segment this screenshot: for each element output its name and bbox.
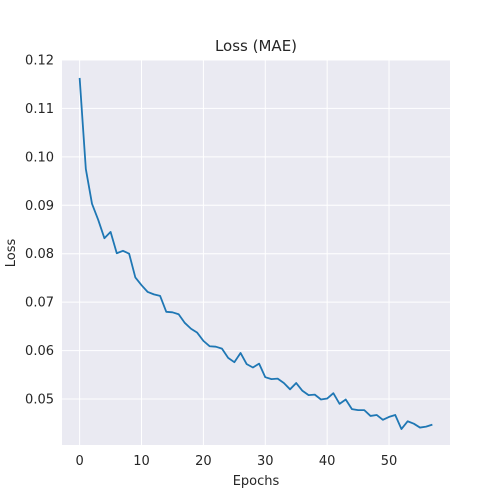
x-tick-label: 30 bbox=[257, 454, 274, 469]
series-layer bbox=[78, 77, 433, 430]
y-tick-label: 0.10 bbox=[25, 150, 54, 165]
y-tick-labels: 0.05 0.06 0.07 0.08 0.09 0.10 0.11 0.12 bbox=[25, 54, 54, 408]
x-tick-labels: 0 10 20 30 40 50 bbox=[75, 454, 397, 469]
grid bbox=[62, 59, 450, 445]
x-tick-label: 20 bbox=[195, 454, 212, 469]
x-tick-label: 50 bbox=[381, 454, 398, 469]
x-tick-label: 0 bbox=[75, 454, 83, 469]
x-tick-label: 40 bbox=[319, 454, 336, 469]
y-tick-label: 0.09 bbox=[25, 199, 54, 214]
y-tick-label: 0.11 bbox=[25, 102, 54, 117]
x-tick-label: 10 bbox=[133, 454, 150, 469]
y-tick-label: 0.05 bbox=[25, 392, 54, 407]
loss-line bbox=[78, 77, 433, 430]
chart-title: Loss (MAE) bbox=[215, 37, 297, 55]
x-axis-label: Epochs bbox=[233, 474, 280, 489]
y-tick-label: 0.12 bbox=[25, 54, 54, 69]
y-tick-label: 0.06 bbox=[25, 344, 54, 359]
y-tick-label: 0.07 bbox=[25, 296, 54, 311]
y-tick-label: 0.08 bbox=[25, 247, 54, 262]
y-axis-label: Loss bbox=[4, 239, 19, 268]
